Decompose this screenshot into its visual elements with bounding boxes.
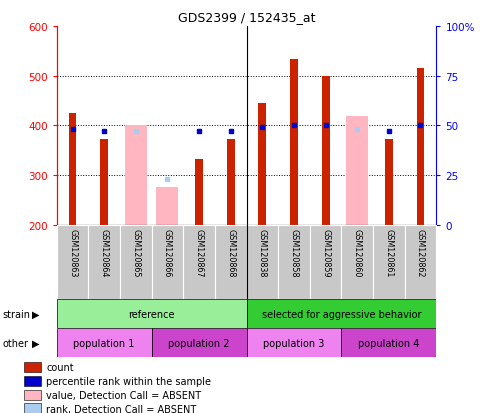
Bar: [258, 104, 266, 225]
Bar: [69, 114, 76, 225]
Bar: [310, 225, 341, 299]
Text: population 3: population 3: [263, 338, 324, 348]
Bar: [290, 59, 298, 225]
Bar: [405, 225, 436, 299]
Bar: [385, 140, 393, 225]
Bar: [100, 140, 108, 225]
Text: reference: reference: [128, 309, 175, 319]
Bar: [417, 69, 424, 225]
Bar: [341, 328, 436, 357]
Text: GSM120867: GSM120867: [195, 229, 204, 277]
Text: count: count: [46, 362, 74, 372]
Text: population 4: population 4: [358, 338, 420, 348]
Text: GSM120862: GSM120862: [416, 229, 425, 277]
Text: other: other: [2, 338, 29, 348]
Bar: [57, 299, 246, 328]
Bar: [246, 225, 278, 299]
Bar: [321, 76, 329, 225]
Text: GSM120858: GSM120858: [289, 229, 298, 277]
Text: ▶: ▶: [32, 309, 39, 319]
Bar: [24, 389, 41, 400]
Bar: [152, 225, 183, 299]
Text: population 2: population 2: [168, 338, 230, 348]
Bar: [373, 225, 405, 299]
Bar: [24, 376, 41, 386]
Bar: [341, 225, 373, 299]
Text: GSM120863: GSM120863: [68, 229, 77, 277]
Text: GSM120868: GSM120868: [226, 229, 235, 277]
Text: GSM120864: GSM120864: [100, 229, 108, 277]
Bar: [88, 225, 120, 299]
Text: ▶: ▶: [32, 338, 39, 348]
Text: GSM120861: GSM120861: [385, 229, 393, 277]
Text: GSM120865: GSM120865: [131, 229, 141, 277]
Bar: [346, 117, 368, 225]
Text: GSM120859: GSM120859: [321, 229, 330, 277]
Bar: [195, 159, 203, 225]
Bar: [57, 328, 152, 357]
Bar: [278, 225, 310, 299]
Text: selected for aggressive behavior: selected for aggressive behavior: [262, 309, 421, 319]
Bar: [125, 126, 147, 225]
Bar: [57, 225, 88, 299]
Bar: [24, 362, 41, 372]
Bar: [156, 188, 178, 225]
Bar: [24, 404, 41, 413]
Bar: [183, 225, 215, 299]
Bar: [246, 328, 341, 357]
Bar: [215, 225, 246, 299]
Bar: [227, 140, 235, 225]
Bar: [120, 225, 152, 299]
Text: value, Detection Call = ABSENT: value, Detection Call = ABSENT: [46, 390, 201, 400]
Text: rank, Detection Call = ABSENT: rank, Detection Call = ABSENT: [46, 404, 196, 413]
Text: GSM120860: GSM120860: [352, 229, 362, 277]
Text: GSM120866: GSM120866: [163, 229, 172, 277]
Text: strain: strain: [2, 309, 31, 319]
Text: percentile rank within the sample: percentile rank within the sample: [46, 376, 211, 386]
Bar: [152, 328, 246, 357]
Bar: [246, 299, 436, 328]
Text: GSM120838: GSM120838: [258, 229, 267, 277]
Text: population 1: population 1: [73, 338, 135, 348]
Title: GDS2399 / 152435_at: GDS2399 / 152435_at: [178, 11, 315, 24]
